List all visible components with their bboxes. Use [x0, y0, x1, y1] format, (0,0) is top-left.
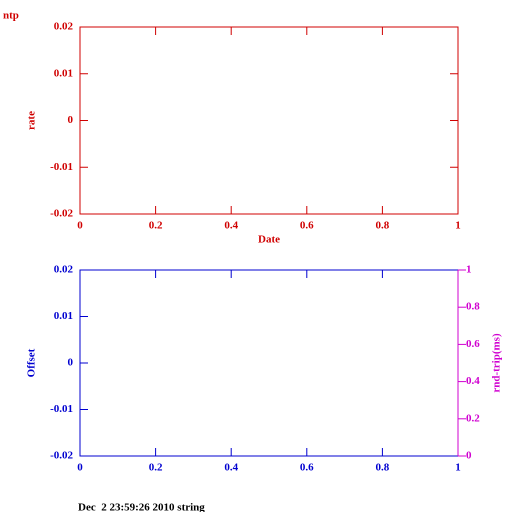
- x-tick-label: 0.6: [300, 220, 314, 232]
- y-tick-label: -0.01: [50, 161, 73, 173]
- x-tick-label: 1: [455, 220, 461, 232]
- y2-tick-label: 0.8: [466, 301, 480, 313]
- footer: Dec 2 23:59:26 2010 string: [78, 502, 205, 512]
- y-tick-label: 0.01: [54, 67, 73, 79]
- x-tick-label: 0: [77, 220, 83, 232]
- y2-axis-label: rnd-trip(ms): [491, 333, 503, 393]
- x-tick-label: 1: [455, 462, 461, 474]
- y2-tick-label: 0.2: [466, 412, 480, 424]
- y2-tick-label: 0.4: [466, 375, 480, 387]
- chart-title: ntp: [3, 10, 19, 22]
- y-tick-label: 0: [68, 357, 74, 369]
- x-tick-label: 0.4: [224, 462, 238, 474]
- x-tick-label: 0.2: [149, 220, 163, 232]
- x-tick-label: 0.8: [376, 462, 390, 474]
- x-tick-label: 0.8: [376, 220, 390, 232]
- y2-tick-label: 0: [466, 450, 472, 462]
- plot-frame: [79, 269, 459, 457]
- x-tick-label: 0.4: [224, 220, 238, 232]
- y2-tick-label: 0.6: [466, 338, 480, 350]
- y-tick-label: -0.02: [50, 450, 73, 462]
- y-tick-label: 0.02: [54, 264, 74, 276]
- y-tick-label: 0.02: [54, 21, 74, 33]
- x-tick-label: 0.2: [149, 462, 163, 474]
- x-tick-label: 0: [77, 462, 83, 474]
- x-tick-label: 0.6: [300, 462, 314, 474]
- y-tick-label: 0: [68, 114, 74, 126]
- plot-frame: [79, 26, 459, 215]
- y-tick-label: 0.01: [54, 310, 73, 322]
- x-axis-label: Date: [258, 234, 280, 246]
- y2-tick-label: 1: [466, 264, 472, 276]
- y-tick-label: -0.02: [50, 208, 73, 220]
- y-axis-label: rate: [26, 111, 38, 130]
- y-tick-label: -0.01: [50, 403, 73, 415]
- y-axis-label: Offset: [26, 348, 38, 377]
